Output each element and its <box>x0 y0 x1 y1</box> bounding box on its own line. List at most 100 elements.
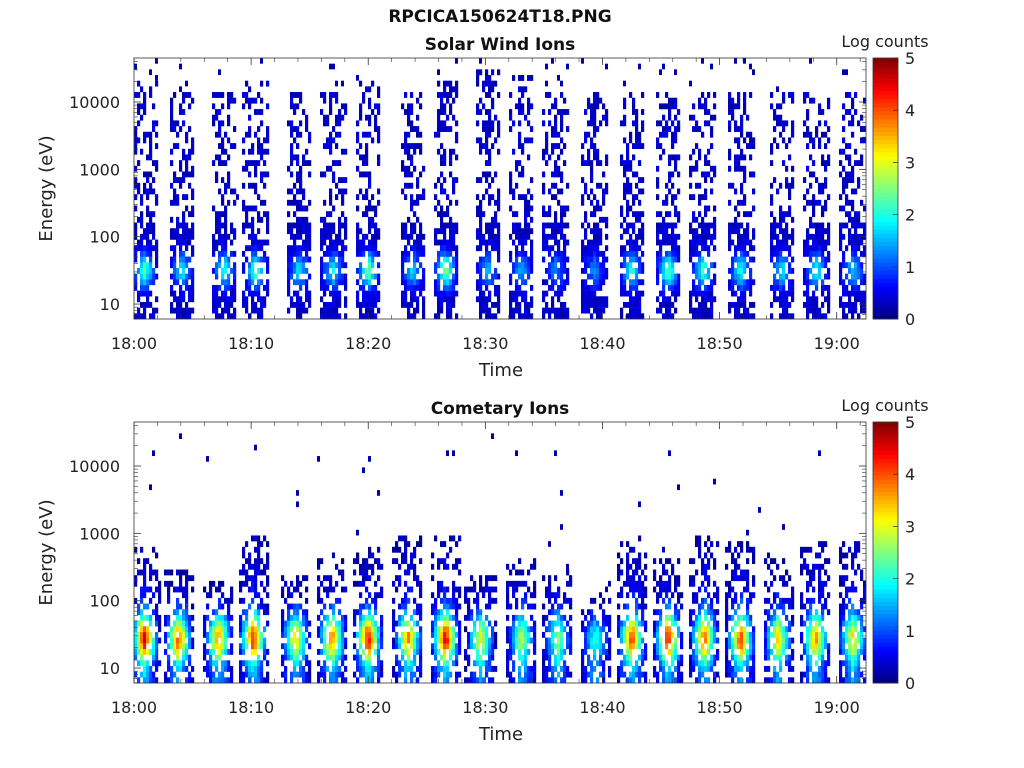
heatmap-cell <box>263 563 267 570</box>
heatmap-cell <box>251 216 255 223</box>
heatmap-cell <box>413 546 417 553</box>
heatmap-cell <box>323 239 327 246</box>
heatmap-cell <box>584 233 588 240</box>
heatmap-cell <box>662 262 666 269</box>
heatmap-cell <box>656 92 660 98</box>
heatmap-cell <box>674 160 678 167</box>
heatmap-cell <box>134 256 138 263</box>
heatmap-cell <box>728 92 732 98</box>
heatmap-cell <box>701 290 705 297</box>
heatmap-cell <box>560 114 564 121</box>
heatmap-cell <box>488 643 492 650</box>
heatmap-cell <box>176 273 180 280</box>
heatmap-cell <box>362 614 366 621</box>
heatmap-cell <box>845 154 849 161</box>
heatmap-cell <box>263 637 267 644</box>
heatmap-cell <box>620 279 624 286</box>
heatmap-cell <box>812 233 816 240</box>
heatmap-cell <box>446 631 450 638</box>
heatmap-cell <box>704 97 708 104</box>
heatmap-cell <box>734 301 738 308</box>
heatmap-cell <box>446 626 450 633</box>
heatmap-cell <box>158 620 162 627</box>
heatmap-cell <box>140 546 144 553</box>
heatmap-cell <box>482 194 486 201</box>
heatmap-cell <box>344 665 348 672</box>
heatmap-cell <box>455 131 459 138</box>
heatmap-cell <box>149 216 153 223</box>
heatmap-cell <box>329 211 333 218</box>
heatmap-cell <box>494 313 498 320</box>
heatmap-cell <box>443 120 447 127</box>
heatmap-cell <box>377 92 381 98</box>
heatmap-cell <box>326 273 330 280</box>
heatmap-cell <box>776 188 780 195</box>
heatmap-cell <box>848 267 852 274</box>
heatmap-cell <box>515 262 519 269</box>
heatmap-cell <box>317 631 321 638</box>
heatmap-cell <box>230 592 234 599</box>
heatmap-cell <box>530 228 534 235</box>
heatmap-cell <box>308 131 312 138</box>
heatmap-cell <box>695 239 699 246</box>
heatmap-cell <box>221 648 225 655</box>
heatmap-cell <box>371 301 375 308</box>
heatmap-cell <box>140 199 144 206</box>
heatmap-cell <box>290 603 294 610</box>
heatmap-cell <box>377 137 381 144</box>
heatmap-cell <box>335 250 339 257</box>
heatmap-cell <box>827 239 831 246</box>
heatmap-cell <box>191 194 195 201</box>
heatmap-cell <box>626 143 630 149</box>
heatmap-cell <box>392 620 396 627</box>
heatmap-cell <box>449 290 453 297</box>
heatmap-cell <box>566 256 570 263</box>
heatmap-cell <box>251 665 255 672</box>
heatmap-cell <box>308 256 312 263</box>
heatmap-cell <box>491 239 495 246</box>
heatmap-cell <box>728 228 732 235</box>
colorbar-frame <box>872 57 899 320</box>
heatmap-cell <box>149 648 153 655</box>
heatmap-cell <box>671 199 675 206</box>
heatmap-cell <box>377 637 381 644</box>
heatmap-cell <box>401 535 405 542</box>
heatmap-cell <box>542 296 546 303</box>
heatmap-cell <box>560 267 564 274</box>
heatmap-cell <box>566 273 570 280</box>
heatmap-cell <box>185 665 189 672</box>
heatmap-cell <box>440 301 444 308</box>
heatmap-cell <box>359 80 363 87</box>
heatmap-cell <box>419 103 423 110</box>
heatmap-cell <box>623 171 627 178</box>
heatmap-cell <box>320 233 324 240</box>
heatmap-cell <box>740 188 744 195</box>
heatmap-cell <box>359 660 363 667</box>
heatmap-cell <box>293 609 297 616</box>
heatmap-cell <box>437 665 441 672</box>
heatmap-cell <box>548 92 552 98</box>
heatmap-cell <box>806 131 810 138</box>
heatmap-cell <box>209 580 213 587</box>
heatmap-cell <box>698 262 702 269</box>
heatmap-cell <box>260 120 264 127</box>
heatmap-cell <box>353 643 357 650</box>
heatmap-cell <box>326 648 330 655</box>
heatmap-cell <box>449 279 453 286</box>
heatmap-cell <box>668 284 672 291</box>
heatmap-cell <box>464 665 468 672</box>
heatmap-cell <box>323 97 327 104</box>
heatmap-cell <box>560 262 564 269</box>
heatmap-cell <box>521 171 525 178</box>
heatmap-cell <box>743 154 747 161</box>
heatmap-cell <box>446 267 450 274</box>
heatmap-cell <box>248 148 252 155</box>
heatmap-cell <box>494 114 498 121</box>
heatmap-cell <box>221 614 225 621</box>
heatmap-cell <box>260 199 264 206</box>
heatmap-cell <box>791 182 795 189</box>
heatmap-cell <box>368 273 372 280</box>
heatmap-cell <box>671 233 675 240</box>
heatmap-cell <box>518 233 522 240</box>
heatmap-cell <box>407 660 411 667</box>
